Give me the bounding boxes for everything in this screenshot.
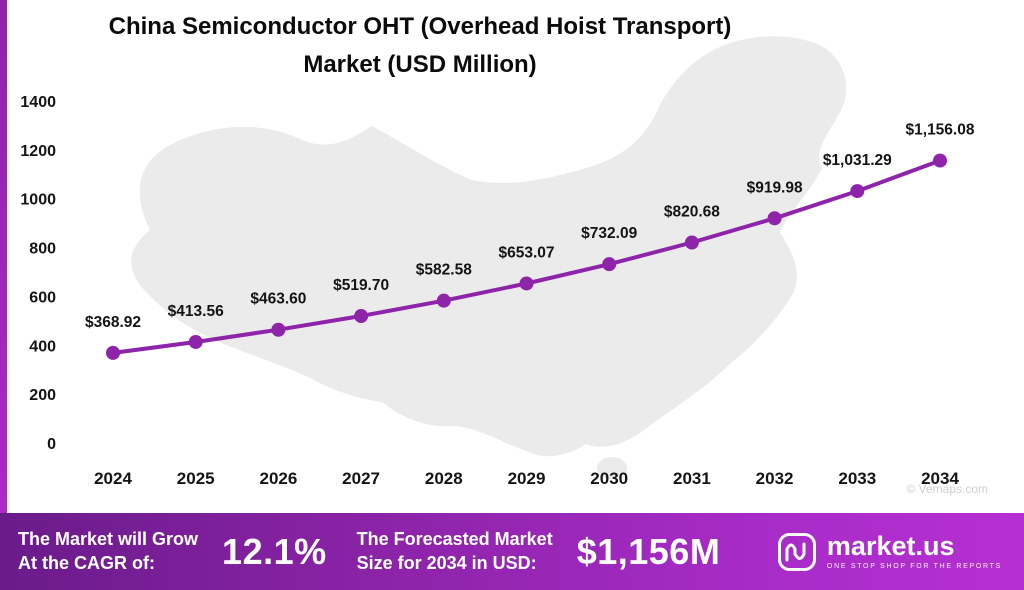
x-axis-year-label: 2033 xyxy=(838,469,876,488)
x-axis-year-label: 2031 xyxy=(673,469,711,488)
cagr-label: The Market will Grow At the CAGR of: xyxy=(18,528,198,575)
data-point-label: $413.56 xyxy=(168,303,224,320)
data-point-label: $519.70 xyxy=(333,277,389,294)
data-point-marker xyxy=(354,309,369,324)
data-point-marker xyxy=(436,293,451,308)
data-point-label: $653.07 xyxy=(498,244,554,261)
data-point-marker xyxy=(188,334,203,349)
chart-title: China Semiconductor OHT (Overhead Hoist … xyxy=(20,8,820,85)
marketus-logo: market.us ONE STOP SHOP FOR THE REPORTS xyxy=(777,532,1002,572)
data-point-label: $368.92 xyxy=(85,314,141,331)
brand-tagline: ONE STOP SHOP FOR THE REPORTS xyxy=(826,563,1002,570)
footer-banner: The Market will Grow At the CAGR of: 12.… xyxy=(0,513,1024,590)
vemaps-watermark: © Vemaps.com xyxy=(906,482,988,496)
forecast-value: $1,156M xyxy=(576,530,721,572)
left-accent-stripe xyxy=(0,0,7,590)
china-map-background xyxy=(131,36,847,457)
y-axis-tick-label: 200 xyxy=(29,387,56,404)
hainan-island-shape xyxy=(597,457,627,479)
x-axis-year-label: 2034 xyxy=(921,469,959,488)
forecast-label-line1: The Forecasted Market xyxy=(356,529,553,550)
data-point-label: $1,031.29 xyxy=(823,152,892,169)
data-point-label: $919.98 xyxy=(747,179,803,196)
chart-title-line1: China Semiconductor OHT (Overhead Hoist … xyxy=(108,13,732,40)
line-chart: 0 200 400 600 800 1000 1200 1400 2024 2025 2026 202… xyxy=(20,36,988,496)
x-axis-year-label: 2026 xyxy=(259,469,297,488)
y-axis-tick-label: 400 xyxy=(29,338,56,355)
data-point-marker xyxy=(519,276,534,291)
forecast-label: The Forecasted Market Size for 2034 in U… xyxy=(357,528,553,575)
y-axis-tick-label: 1000 xyxy=(20,192,56,209)
x-axis-year-label: 2025 xyxy=(177,469,215,488)
x-axis-year-label: 2032 xyxy=(756,469,794,488)
data-point-marker xyxy=(106,345,120,360)
brand-text: market.us ONE STOP SHOP FOR THE REPORTS xyxy=(826,531,1002,571)
data-point-label: $582.58 xyxy=(416,262,472,279)
x-axis-year-label: 2028 xyxy=(425,469,463,488)
cagr-value: 12.1% xyxy=(222,530,327,572)
y-axis-tick-label: 1200 xyxy=(20,143,56,160)
data-point-label: $732.09 xyxy=(581,225,637,242)
data-point-marker xyxy=(684,235,699,250)
marketus-logo-icon xyxy=(777,532,816,571)
y-axis-tick-label: 1400 xyxy=(20,94,56,111)
chart-title-line2: Market (USD Million) xyxy=(303,51,537,79)
data-point-marker xyxy=(602,257,617,272)
y-axis-tick-label: 800 xyxy=(29,241,56,258)
data-point-label: $1,156.08 xyxy=(906,122,975,139)
x-axis-year-label: 2027 xyxy=(342,469,380,488)
x-axis-year-label: 2029 xyxy=(508,469,546,488)
y-axis-tick-label: 600 xyxy=(29,289,56,306)
data-point-marker xyxy=(933,153,947,168)
data-point-label: $820.68 xyxy=(664,204,720,221)
brand-name: market.us xyxy=(826,531,955,561)
data-point-marker xyxy=(271,322,286,337)
data-point-label: $463.60 xyxy=(250,291,306,308)
data-point-marker xyxy=(850,184,865,199)
data-point-marker xyxy=(767,211,782,226)
y-axis-tick-label: 0 xyxy=(47,436,56,453)
x-axis-year-label: 2030 xyxy=(590,469,628,488)
cagr-label-line2: At the CAGR of: xyxy=(18,552,155,573)
forecast-label-line2: Size for 2034 in USD: xyxy=(356,552,537,573)
x-axis-year-label: 2024 xyxy=(94,469,132,488)
cagr-label-line1: The Market will Grow xyxy=(18,529,199,550)
